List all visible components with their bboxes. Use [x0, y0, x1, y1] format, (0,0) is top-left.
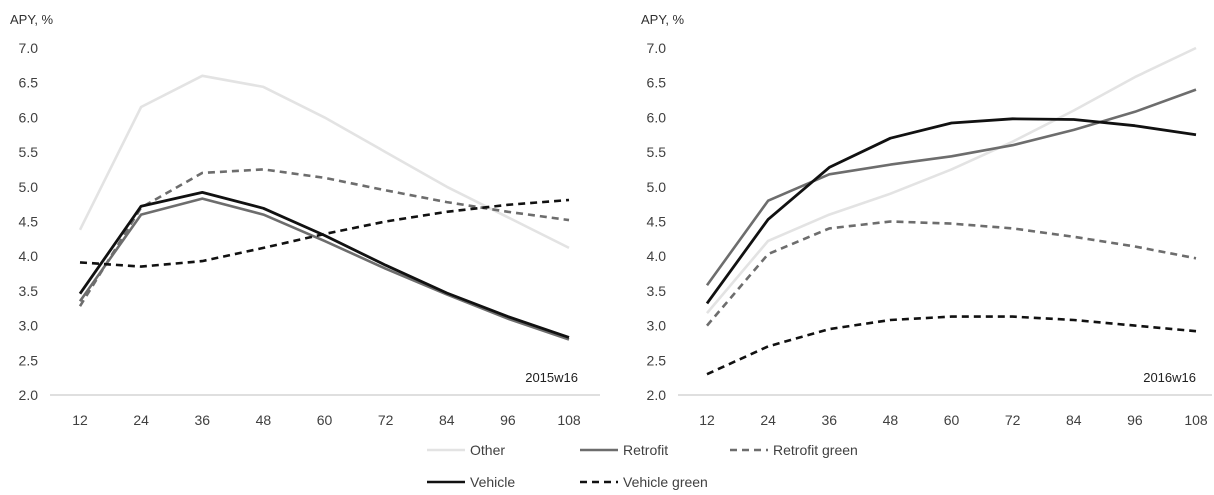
x-tick-label: 72 [378, 412, 394, 428]
week-annotation: 2016w16 [1143, 370, 1196, 385]
x-tick-label: 72 [1005, 412, 1021, 428]
y-tick-label: 4.0 [19, 248, 39, 264]
chart-panel-2016: APY, % 2.0 2.5 3.0 3.5 4.0 4.5 5.0 5.5 6.0 6.5 7.0 1… [641, 12, 1212, 428]
series-line-retrofit [705, 88, 1197, 287]
x-tick-label: 96 [1127, 412, 1143, 428]
y-axis-label: APY, % [10, 12, 54, 27]
x-tick-label: 36 [194, 412, 210, 428]
x-tick-label: 48 [256, 412, 272, 428]
y-tick-label: 7.0 [647, 40, 667, 56]
y-tick-label: 3.5 [19, 283, 39, 299]
x-tick-label: 36 [821, 412, 837, 428]
y-tick-label: 2.5 [647, 352, 667, 368]
y-tick-label: 6.0 [19, 109, 39, 125]
x-tick-label: 60 [317, 412, 333, 428]
y-tick-label: 4.5 [19, 214, 39, 230]
week-annotation: 2015w16 [525, 370, 578, 385]
y-tick-label: 2.0 [19, 387, 39, 403]
y-tick-label: 4.0 [647, 248, 667, 264]
series-line-vehicle-green [706, 315, 1197, 376]
x-tick-label: 24 [760, 412, 776, 428]
chart-legend: Other Retrofit Retrofit green Vehicle Vehicl… [427, 442, 858, 490]
x-tick-label: 84 [1066, 412, 1082, 428]
legend-label-vehicle-green: Vehicle green [623, 474, 708, 490]
x-tick-label: 12 [699, 412, 715, 428]
y-tick-label: 2.5 [19, 352, 39, 368]
series-line-other [78, 74, 570, 250]
x-tick-label: 108 [557, 412, 581, 428]
y-axis-label: APY, % [641, 12, 685, 27]
chart-panel-2015: APY, % 2.0 2.5 3.0 3.5 4.0 4.5 5.0 5.5 6.0 6.5 7.0 1… [10, 12, 600, 428]
legend-label-retrofit-green: Retrofit green [773, 442, 858, 458]
x-tick-label: 96 [500, 412, 516, 428]
legend-label-vehicle: Vehicle [470, 474, 515, 490]
x-tick-label: 108 [1184, 412, 1208, 428]
x-tick-label: 84 [439, 412, 455, 428]
legend-label-retrofit: Retrofit [623, 442, 668, 458]
y-tick-label: 5.5 [19, 144, 39, 160]
y-tick-label: 7.0 [19, 40, 39, 56]
y-tick-label: 3.0 [647, 318, 667, 334]
series-line-other [706, 46, 1197, 314]
y-tick-label: 3.5 [647, 283, 667, 299]
series-line-retrofit [78, 197, 570, 341]
y-tick-label: 4.5 [647, 214, 667, 230]
series-line-retrofit-green [706, 220, 1197, 327]
series-line-vehicle [78, 190, 570, 339]
legend-label-other: Other [470, 442, 505, 458]
y-tick-label: 3.0 [19, 318, 39, 334]
series-line-vehicle [705, 117, 1197, 305]
y-tick-label: 2.0 [647, 387, 667, 403]
x-tick-label: 48 [883, 412, 899, 428]
y-tick-label: 5.5 [647, 144, 667, 160]
y-tick-label: 5.0 [647, 179, 667, 195]
x-tick-label: 60 [944, 412, 960, 428]
x-tick-label: 12 [72, 412, 88, 428]
series-line-retrofit-green [78, 168, 570, 307]
y-tick-label: 5.0 [19, 179, 39, 195]
x-tick-label: 24 [133, 412, 149, 428]
y-tick-label: 6.5 [647, 75, 667, 91]
series-line-vehicle-green [79, 198, 570, 268]
y-tick-label: 6.0 [647, 109, 667, 125]
y-tick-label: 6.5 [19, 75, 39, 91]
